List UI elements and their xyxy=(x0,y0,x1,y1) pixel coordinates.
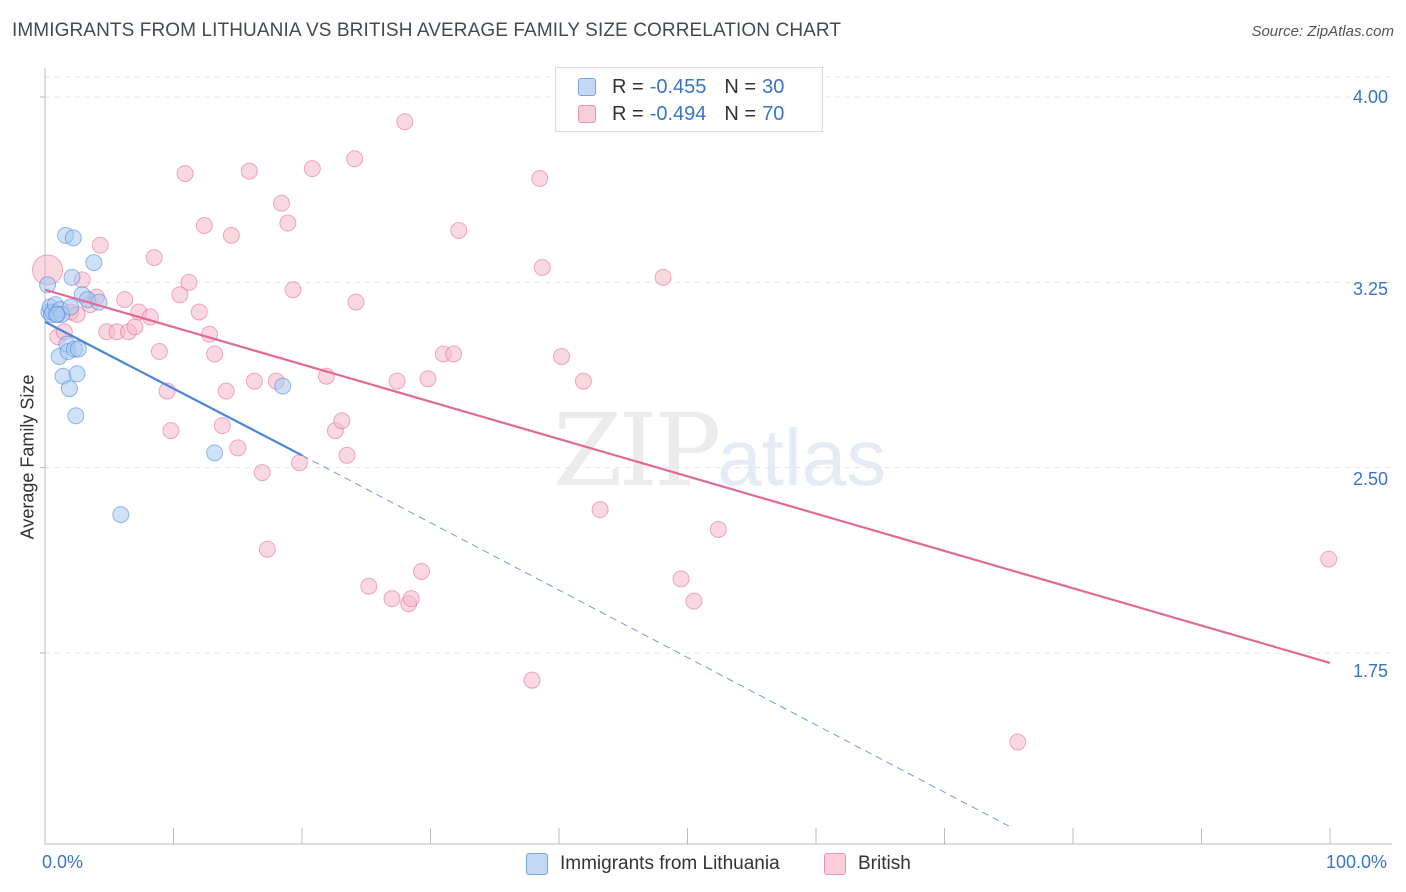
legend-r-label: R = xyxy=(612,75,644,98)
data-point-lithuania xyxy=(274,377,292,395)
x-tick-label-min: 0.0% xyxy=(42,852,84,872)
legend-n-label: N = xyxy=(724,102,757,125)
legend-row-lithuania: R = -0.455 N = 30 xyxy=(578,73,802,101)
trend-line-lithuania-extension xyxy=(301,454,1009,827)
data-point-british xyxy=(206,345,224,363)
y-tick-label-2-50: 2.50 xyxy=(1353,469,1389,489)
data-point-british xyxy=(162,422,180,440)
legend-row-british: R = -0.494 N = 70 xyxy=(578,100,802,128)
data-point-british xyxy=(279,214,297,232)
data-point-british xyxy=(222,226,240,244)
data-point-british xyxy=(258,540,276,558)
data-point-british xyxy=(240,162,258,180)
data-point-british xyxy=(1320,550,1338,568)
data-point-british xyxy=(180,273,198,291)
data-point-british xyxy=(303,160,321,178)
data-point-british xyxy=(396,113,414,131)
trend-line-british xyxy=(44,288,1331,664)
data-point-british xyxy=(445,345,463,363)
bottom-legend-lithuania[interactable]: Immigrants from Lithuania xyxy=(526,851,780,877)
data-point-british xyxy=(176,165,194,183)
data-point-lithuania xyxy=(64,229,82,247)
y-tick-label-1-75: 1.75 xyxy=(1353,661,1389,681)
legend-r-value: -0.494 xyxy=(649,102,707,125)
data-point-british xyxy=(553,347,571,365)
data-point-british xyxy=(533,259,551,277)
data-point-british xyxy=(190,303,208,321)
data-point-british xyxy=(450,221,468,239)
data-point-british xyxy=(229,439,247,457)
bottom-legend-label-british: British xyxy=(858,853,911,874)
data-point-lithuania xyxy=(48,305,66,323)
data-point-lithuania xyxy=(112,506,130,524)
legend-n-value: 30 xyxy=(762,75,785,98)
data-point-british xyxy=(145,249,163,267)
data-point-lithuania xyxy=(85,254,103,272)
data-point-british xyxy=(523,671,541,689)
data-point-british xyxy=(150,343,168,361)
data-point-british xyxy=(1009,733,1027,751)
data-point-british xyxy=(272,194,290,212)
legend-n-value: 70 xyxy=(762,102,785,125)
data-point-british xyxy=(383,590,401,608)
data-point-british xyxy=(347,293,365,311)
legend-swatch-lithuania xyxy=(578,78,596,96)
bottom-legend-british[interactable]: British xyxy=(824,851,911,877)
y-tick-label-3-25: 3.25 xyxy=(1353,279,1389,299)
y-axis-label: Average Family Size xyxy=(17,374,38,540)
data-point-british xyxy=(195,216,213,234)
trend-line-lithuania xyxy=(44,320,303,457)
data-point-lithuania xyxy=(62,298,80,316)
data-point-british xyxy=(91,236,109,254)
data-point-lithuania xyxy=(68,365,86,383)
stats-legend: R = -0.455 N = 30 R = -0.494 N = 70 xyxy=(555,67,823,132)
data-point-lithuania xyxy=(60,380,78,398)
data-point-british xyxy=(672,570,690,588)
legend-n-label: N = xyxy=(724,75,757,98)
chart-title: IMMIGRANTS FROM LITHUANIA VS BRITISH AVE… xyxy=(12,20,842,41)
data-point-british xyxy=(709,520,727,538)
data-point-british xyxy=(217,382,235,400)
watermark: ZIPatlas xyxy=(553,392,886,509)
data-point-british xyxy=(531,170,549,188)
data-point-british xyxy=(388,372,406,390)
watermark-atlas: atlas xyxy=(717,413,887,502)
data-point-british xyxy=(685,592,703,610)
data-point-british xyxy=(284,281,302,299)
data-point-british xyxy=(413,562,431,580)
legend-r-label: R = xyxy=(612,102,644,125)
bottom-legend-swatch-british xyxy=(824,853,846,875)
data-point-british xyxy=(419,370,437,388)
data-point-british xyxy=(591,501,609,519)
data-point-lithuania xyxy=(63,268,81,286)
data-point-lithuania xyxy=(39,276,57,294)
bottom-legend-label-lithuania: Immigrants from Lithuania xyxy=(560,853,780,874)
data-point-british xyxy=(116,291,134,309)
data-point-british xyxy=(126,318,144,336)
data-point-british xyxy=(346,150,364,168)
data-point-british xyxy=(654,268,672,286)
data-point-british xyxy=(245,372,263,390)
source-label: Source: ZipAtlas.com xyxy=(1251,23,1394,40)
data-point-lithuania xyxy=(67,407,85,425)
data-point-british xyxy=(213,417,231,435)
legend-r-value: -0.455 xyxy=(649,75,707,98)
legend-swatch-british xyxy=(578,105,596,123)
data-point-british xyxy=(402,590,420,608)
data-point-british xyxy=(338,446,356,464)
data-point-british xyxy=(360,577,378,595)
data-point-lithuania xyxy=(206,444,224,462)
data-point-british xyxy=(171,286,189,304)
y-tick-label-4-00: 4.00 xyxy=(1353,87,1389,107)
data-point-british xyxy=(574,372,592,390)
bottom-legend-swatch-lithuania xyxy=(526,853,548,875)
data-point-lithuania xyxy=(69,340,87,358)
x-tick-label-max: 100.0% xyxy=(1326,852,1388,872)
watermark-zip: ZIP xyxy=(553,392,721,509)
data-point-british xyxy=(333,412,351,430)
data-point-british xyxy=(253,464,271,482)
